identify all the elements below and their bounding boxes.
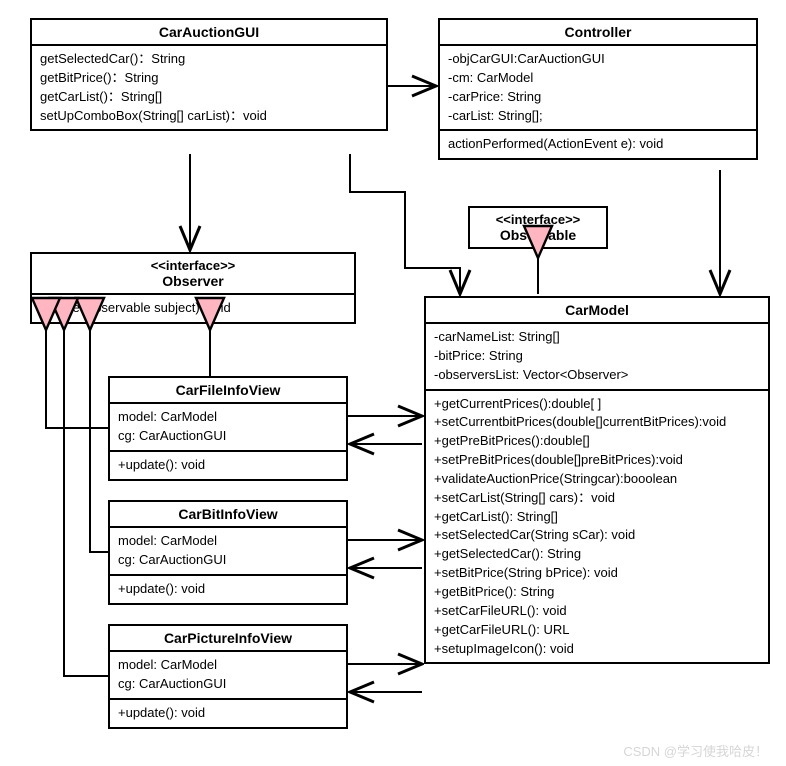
class-methods: actionPerformed(ActionEvent e): void <box>440 131 756 158</box>
stereotype: <<interface>> <box>476 212 600 227</box>
stereotype: <<interface>> <box>38 258 348 273</box>
attr: -objCarGUI:CarAuctionGUI <box>448 50 748 69</box>
method: +update(): void <box>118 704 338 723</box>
method: +setPreBitPrices(double[]preBitPrices):v… <box>434 451 760 470</box>
class-methods: getSelectedCar()：String getBitPrice()：St… <box>32 46 386 129</box>
class-title: CarFileInfoView <box>110 378 346 404</box>
class-car-auction-gui: CarAuctionGUI getSelectedCar()：String ge… <box>30 18 388 131</box>
method: +setCarFileURL(): void <box>434 602 760 621</box>
class-header: <<interface>> Observer <box>32 254 354 295</box>
class-observable: <<interface>> Observable <box>468 206 608 249</box>
method: +getPreBitPrices():double[] <box>434 432 760 451</box>
method: +setCurrentbitPrices(double[]currentBitP… <box>434 413 760 432</box>
watermark: CSDN @学习使我哈皮！ <box>623 741 768 760</box>
method: +getBitPrice(): String <box>434 583 760 602</box>
attr: cg: CarAuctionGUI <box>118 427 338 446</box>
method: +getSelectedCar(): String <box>434 545 760 564</box>
method: setUpComboBox(String[] carList)：void <box>40 107 378 126</box>
attr: cg: CarAuctionGUI <box>118 675 338 694</box>
method: getBitPrice()：String <box>40 69 378 88</box>
class-title-text: Observer <box>38 273 348 289</box>
attr: -bitPrice: String <box>434 347 760 366</box>
class-car-bit-info-view: CarBitInfoView model: CarModel cg: CarAu… <box>108 500 348 605</box>
class-title: Controller <box>440 20 756 46</box>
method: +getCarFileURL(): URL <box>434 621 760 640</box>
attr: -carPrice: String <box>448 88 748 107</box>
class-controller: Controller -objCarGUI:CarAuctionGUI -cm:… <box>438 18 758 160</box>
class-attrs: model: CarModel cg: CarAuctionGUI <box>110 404 346 452</box>
method: +setBitPrice(String bPrice): void <box>434 564 760 583</box>
method: +setSelectedCar(String sCar): void <box>434 526 760 545</box>
method: actionPerformed(ActionEvent e): void <box>448 135 748 154</box>
method: +validateAuctionPrice(Stringcar):booolea… <box>434 470 760 489</box>
method: getSelectedCar()：String <box>40 50 378 69</box>
class-methods: +update(): void <box>110 576 346 603</box>
attr: model: CarModel <box>118 656 338 675</box>
class-attrs: -carNameList: String[] -bitPrice: String… <box>426 324 768 391</box>
class-title: CarAuctionGUI <box>32 20 386 46</box>
class-methods: update(Observable subject): void <box>32 295 354 322</box>
class-attrs: model: CarModel cg: CarAuctionGUI <box>110 528 346 576</box>
attr: -carNameList: String[] <box>434 328 760 347</box>
class-car-picture-info-view: CarPictureInfoView model: CarModel cg: C… <box>108 624 348 729</box>
attr: -cm: CarModel <box>448 69 748 88</box>
attr: model: CarModel <box>118 408 338 427</box>
method: update(Observable subject): void <box>40 299 346 318</box>
diagram-canvas: CarAuctionGUI getSelectedCar()：String ge… <box>0 0 786 766</box>
class-title: CarBitInfoView <box>110 502 346 528</box>
method: +update(): void <box>118 580 338 599</box>
class-car-model: CarModel -carNameList: String[] -bitPric… <box>424 296 770 664</box>
class-attrs: -objCarGUI:CarAuctionGUI -cm: CarModel -… <box>440 46 756 131</box>
class-attrs: model: CarModel cg: CarAuctionGUI <box>110 652 346 700</box>
method: +setupImageIcon(): void <box>434 640 760 659</box>
attr: -carList: String[]; <box>448 107 748 126</box>
class-observer: <<interface>> Observer update(Observable… <box>30 252 356 324</box>
method: getCarList()：String[] <box>40 88 378 107</box>
class-methods: +getCurrentPrices():double[ ] +setCurren… <box>426 391 768 663</box>
method: +getCurrentPrices():double[ ] <box>434 395 760 414</box>
method: +getCarList(): String[] <box>434 508 760 527</box>
method: +setCarList(String[] cars)：void <box>434 489 760 508</box>
attr: cg: CarAuctionGUI <box>118 551 338 570</box>
class-title-text: Observable <box>476 227 600 243</box>
class-car-file-info-view: CarFileInfoView model: CarModel cg: CarA… <box>108 376 348 481</box>
class-methods: +update(): void <box>110 700 346 727</box>
attr: model: CarModel <box>118 532 338 551</box>
class-header: <<interface>> Observable <box>470 208 606 247</box>
method: +update(): void <box>118 456 338 475</box>
class-title: CarModel <box>426 298 768 324</box>
class-methods: +update(): void <box>110 452 346 479</box>
class-title: CarPictureInfoView <box>110 626 346 652</box>
attr: -observersList: Vector<Observer> <box>434 366 760 385</box>
